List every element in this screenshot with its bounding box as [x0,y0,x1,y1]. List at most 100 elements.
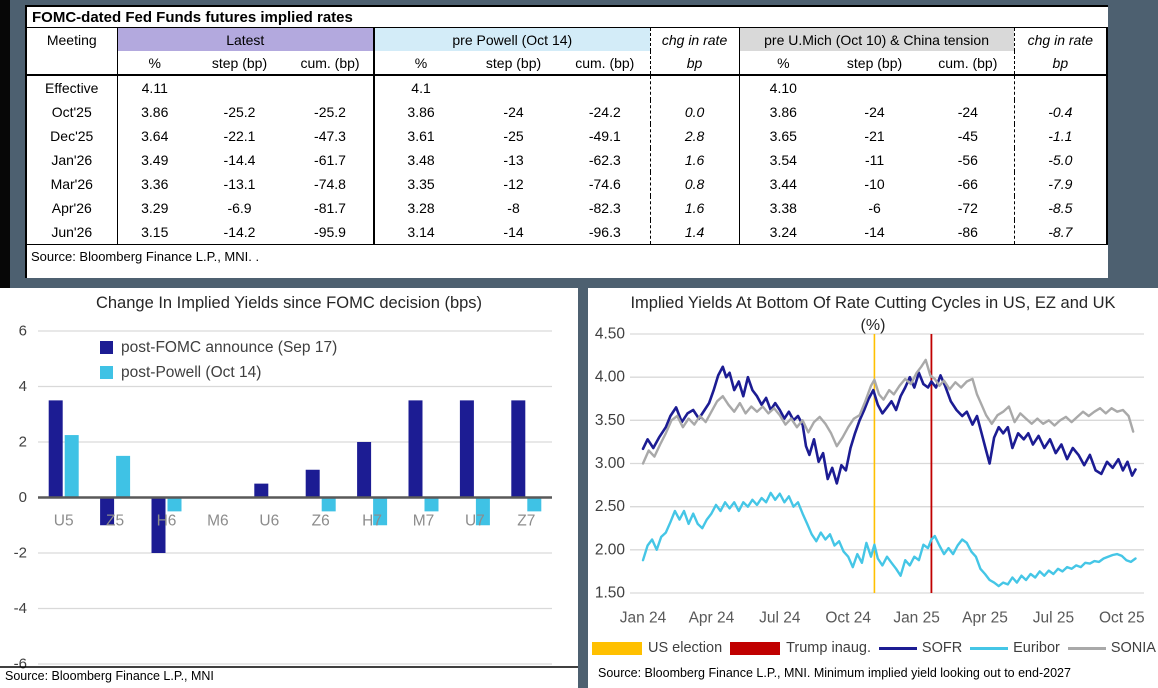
value-cell: 3.86 [407,104,435,120]
svg-text:2.00: 2.00 [595,541,626,558]
table-row: Jun'26 3.15 -14.2 -95.9 3.14 -14 -96.3 1.4 3.24-… [27,220,1108,245]
value-cell: -25 [503,128,524,144]
value-cell: -25.2 [223,104,256,120]
value-cell: -66 [922,172,1015,196]
value-cell: 3.64 [141,128,169,144]
subcolumn-header: cum. (bp) [287,51,376,76]
svg-text:Oct 25: Oct 25 [1099,610,1145,627]
line-chart-svg: 4.50 4.00 3.50 3.00 2.50 2.00 1.50 Jan 24 Apr 24… [595,326,1145,627]
line-chart-subtitle: (%) [860,317,886,334]
svg-text:M7: M7 [413,513,435,530]
value-cell [650,75,740,100]
column-group-header: Meeting [27,28,118,51]
legend-swatch [970,646,1009,650]
svg-text:4.50: 4.50 [595,326,626,343]
svg-text:Z7: Z7 [517,513,535,530]
value-cell: -24 [922,100,1015,124]
value-cell: -8 [507,200,520,216]
value-cell: -72 [922,196,1015,220]
svg-text:0: 0 [19,489,27,506]
fomc-table: Meeting Latest pre Powell (Oct 14) chg in r… [27,28,1109,245]
meeting-cell: Apr'26 [27,196,118,220]
legend-label: Euribor [1013,640,1060,656]
value-cell: -86 [922,220,1015,245]
value-cell: -81.7 [287,196,376,220]
value-cell: -11 [864,152,885,168]
value-cell: 3.38 [769,200,797,216]
value-cell: 3.28 [407,200,435,216]
svg-text:Apr 25: Apr 25 [962,610,1008,627]
value-cell: -62.3 [560,148,651,172]
value-cell [192,75,287,100]
meeting-cell: Jun'26 [27,220,118,245]
bar-chart-panel: -6 -4 -2 0 2 4 6 U5 Z5 H6 M6 U6 Z6 H7 M7 U7 Z7 Change In… [0,288,578,688]
value-cell: 3.48 [407,152,435,168]
value-cell: -25.2 [287,100,376,124]
value-cell: 0.8 [650,172,740,196]
value-cell: 3.61 [407,128,435,144]
value-cell: 1.4 [650,220,740,245]
subcolumn-header: cum. (bp) [922,51,1015,76]
column-group-header: pre U.Mich (Oct 10) & China tension [739,28,1015,51]
line-chart-legend: US election Trump inaug. SOFR Euribor SONIA [592,640,1156,656]
value-cell: -24 [503,104,524,120]
value-cell: -14 [827,220,923,245]
svg-text:Z6: Z6 [312,513,330,530]
value-cell: 3.29 [141,200,169,216]
value-cell: -6.9 [227,200,252,216]
column-group-header: chg in rate [650,28,740,51]
bar-chart-svg: -6 -4 -2 0 2 4 6 U5 Z5 H6 M6 U6 Z6 H7 M7 U7 Z7 [0,323,578,673]
value-cell: -12 [503,176,524,192]
legend-label: Trump inaug. [786,640,871,656]
svg-text:U5: U5 [54,513,74,530]
value-cell: -74.8 [287,172,376,196]
svg-text:U7: U7 [465,513,485,530]
svg-text:2.50: 2.50 [595,498,626,515]
legend-item: US election [592,640,722,656]
value-cell: 0.0 [650,100,740,124]
svg-text:Jul 25: Jul 25 [1033,610,1074,627]
value-cell: 3.49 [141,152,169,168]
legend-item: post-FOMC announce (Sep 17) [100,335,337,360]
legend-item: Trump inaug. [730,640,871,656]
value-cell: -56 [922,148,1015,172]
svg-text:H7: H7 [362,513,382,530]
value-cell: 4.10 [769,80,797,96]
value-cell: -95.9 [287,220,376,245]
subcolumn-header: step (bp) [192,51,287,76]
header-group-row: Meeting Latest pre Powell (Oct 14) chg in r… [27,28,1107,51]
legend-swatch [730,641,781,655]
value-cell: 3.35 [407,176,435,192]
value-cell: 3.86 [769,104,797,120]
value-cell: -5.0 [1048,152,1073,168]
svg-text:Jan 24: Jan 24 [620,610,667,627]
svg-text:4: 4 [19,378,27,395]
line-chart-title: Implied Yields At Bottom Of Rate Cutting… [630,294,1116,312]
svg-text:2: 2 [19,434,27,451]
subcolumn-header [27,51,118,76]
value-cell [467,75,560,100]
value-cell: 3.65 [769,128,797,144]
value-cell: -6 [868,200,881,216]
subcolumn-header: bp [650,51,740,76]
value-cell: -22.1 [223,128,256,144]
subcolumn-header: step (bp) [827,51,923,76]
subcolumn-header: cum. (bp) [560,51,651,76]
value-cell: 3.14 [374,220,468,245]
svg-text:-2: -2 [14,545,27,562]
value-cell: -24.2 [560,100,651,124]
legend-item: post-Powell (Oct 14) [100,360,337,385]
fomc-table-panel: FOMC-dated Fed Funds futures implied rat… [25,5,1109,278]
legend-swatch [878,646,917,650]
table-row: Mar'26 3.36 -13.1 -74.8 3.35 -12 -74.6 0.8 3.44 -… [27,172,1107,196]
table-row: Dec'25 3.64 -22.1 -47.3 3.61 -25 -49.1 2.8 3.65 -… [27,124,1107,148]
svg-text:-6: -6 [14,656,27,673]
legend-label: SONIA [1110,640,1156,656]
svg-text:6: 6 [19,323,27,340]
svg-text:Jul 24: Jul 24 [759,610,801,627]
svg-text:Z5: Z5 [106,513,124,530]
value-cell: 3.86 [141,104,169,120]
value-cell: -13.1 [223,176,256,192]
value-cell: -21 [864,128,885,144]
